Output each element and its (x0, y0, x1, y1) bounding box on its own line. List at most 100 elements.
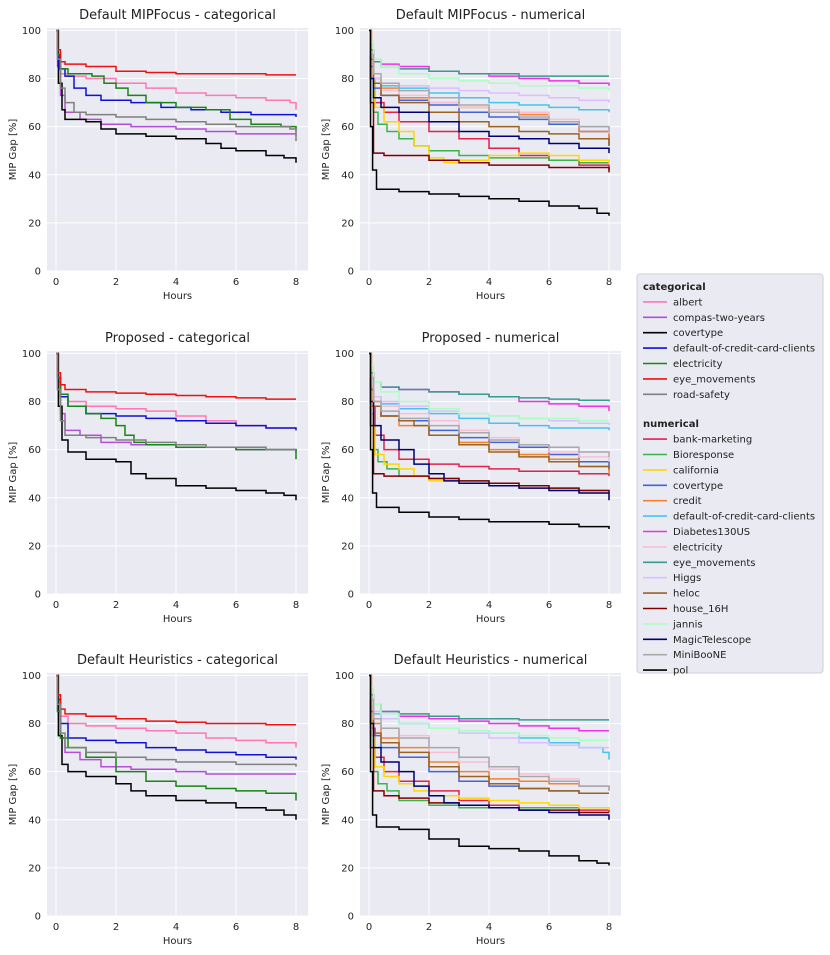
series-lines (56, 674, 297, 820)
series-line-pol (369, 29, 610, 216)
series-line-road-safety (56, 674, 297, 767)
y-tick-label: 100 (22, 349, 41, 360)
y-tick-label: 80 (28, 74, 41, 85)
x-tick-label: 4 (486, 277, 492, 288)
series-line-magictelescope (369, 352, 610, 501)
y-tick-label: 80 (28, 397, 41, 408)
series-line-jannis (369, 352, 609, 422)
x-tick-label: 0 (366, 600, 372, 611)
y-tick-label: 20 (341, 863, 354, 874)
legend-label-num-jannis: jannis (672, 619, 703, 630)
y-tick-label: 60 (28, 122, 41, 133)
series-line-jannis (369, 674, 609, 742)
x-tick-label: 6 (233, 277, 239, 288)
x-tick-label: 6 (546, 277, 552, 288)
x-tick-label: 2 (426, 600, 432, 611)
legend-label-num-heloc: heloc (673, 589, 700, 600)
legend-label-num-default-of-credit-card-clients: default-of-credit-card-clients (673, 512, 815, 523)
x-tick-label: 2 (113, 277, 119, 288)
legend-label-num-pol: pol (673, 666, 688, 677)
legend-numerical-title: numerical (643, 419, 699, 430)
series-line-covertype (56, 352, 297, 501)
y-tick-label: 40 (341, 493, 354, 504)
plot-background (47, 673, 308, 916)
series-line-heloc (369, 29, 610, 146)
series-line-california (369, 29, 610, 164)
legend-label-cat-default-of-credit-card-clients: default-of-credit-card-clients (673, 344, 815, 355)
series-lines (369, 29, 610, 216)
series-line-eye-movements (56, 674, 296, 726)
y-tick-label: 100 (335, 349, 354, 360)
y-tick-label: 60 (28, 445, 41, 456)
x-tick-label: 4 (486, 600, 492, 611)
panel-title: Proposed - categorical (105, 331, 250, 346)
legend-label-num-california: california (673, 465, 719, 476)
y-tick-label: 60 (28, 767, 41, 778)
legend-label-num-higgs: Higgs (673, 573, 701, 584)
legend-label-cat-electricity: electricity (673, 359, 723, 370)
series-lines (369, 674, 610, 866)
panel-title: Default Heuristics - numerical (394, 653, 588, 668)
series-line-eye-movements (56, 29, 296, 76)
x-tick-label: 8 (606, 277, 612, 288)
panel-title: Proposed - numerical (422, 331, 560, 346)
series-line-covertype (56, 674, 297, 820)
plot-background (47, 351, 308, 594)
y-axis-label: MIP Gap [%] (8, 119, 19, 181)
y-tick-label: 0 (348, 267, 354, 278)
series-line-house-16h (369, 352, 610, 493)
series-line-bank-marketing (369, 352, 610, 477)
legend-label-num-eye-movements: eye_movements (673, 558, 756, 569)
series-line-electricity (56, 29, 297, 132)
legend-label-num-bank-marketing: bank-marketing (673, 435, 752, 446)
series-line-miniboone (369, 29, 610, 132)
x-axis-label: Hours (476, 291, 505, 302)
x-tick-label: 0 (53, 600, 59, 611)
x-tick-label: 4 (173, 922, 179, 933)
x-axis-label: Hours (163, 291, 192, 302)
x-tick-label: 2 (113, 922, 119, 933)
y-tick-label: 100 (335, 26, 354, 37)
x-axis-label: Hours (476, 936, 505, 947)
y-tick-label: 0 (348, 912, 354, 923)
legend-label-num-covertype: covertype (673, 481, 723, 492)
x-tick-label: 8 (606, 922, 612, 933)
series-line-road-safety (56, 352, 296, 451)
y-tick-label: 40 (28, 170, 41, 181)
y-tick-label: 20 (28, 218, 41, 229)
series-line-miniboone (369, 674, 610, 791)
y-tick-label: 60 (341, 767, 354, 778)
x-tick-label: 8 (293, 600, 299, 611)
series-lines (56, 352, 297, 501)
plot-background (47, 28, 308, 271)
x-axis-label: Hours (476, 614, 505, 625)
x-tick-label: 8 (293, 922, 299, 933)
legend-label-cat-covertype: covertype (673, 328, 723, 339)
y-tick-label: 40 (341, 815, 354, 826)
legend-label-cat-compas-two-years: compas-two-years (673, 313, 765, 324)
series-line-default-of-credit-card-clients (56, 29, 297, 117)
legend-label-num-magictelescope: MagicTelescope (673, 635, 751, 646)
y-tick-label: 100 (22, 671, 41, 682)
y-tick-label: 0 (35, 590, 41, 601)
panel-title: Default MIPFocus - categorical (79, 8, 276, 23)
series-line-pol (369, 674, 610, 866)
legend-label-num-miniboone: MiniBooNE (673, 650, 726, 661)
y-tick-label: 20 (28, 863, 41, 874)
legend-label-num-bioresponse: Bioresponse (673, 450, 734, 461)
series-line-house-16h (369, 29, 610, 173)
x-axis-label: Hours (163, 936, 192, 947)
x-tick-label: 4 (173, 277, 179, 288)
y-tick-label: 40 (341, 170, 354, 181)
y-tick-label: 40 (28, 815, 41, 826)
y-tick-label: 100 (22, 26, 41, 37)
y-axis-label: MIP Gap [%] (321, 764, 332, 826)
x-tick-label: 6 (546, 600, 552, 611)
series-line-magictelescope (369, 674, 610, 820)
plot-background (360, 351, 621, 594)
